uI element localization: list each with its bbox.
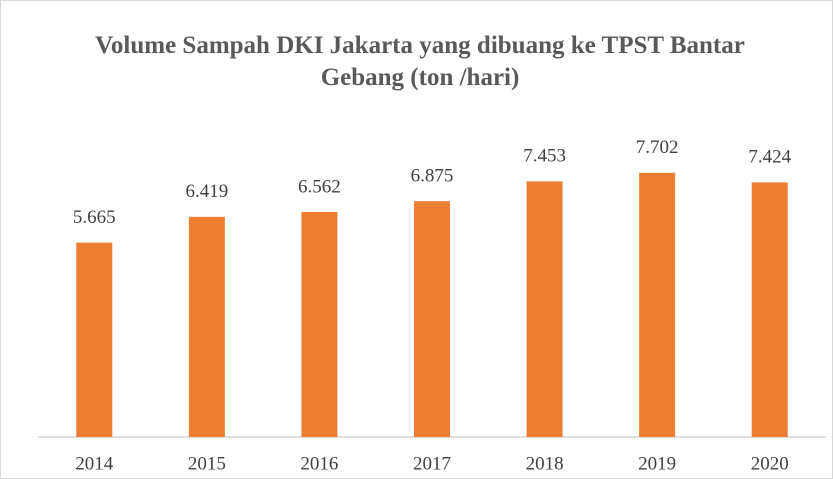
- x-tick-label: 2019: [638, 453, 676, 474]
- bar: [301, 211, 338, 437]
- bar: [751, 182, 788, 437]
- data-label: 6.419: [185, 181, 228, 202]
- bar: [76, 242, 113, 437]
- data-label: 7.424: [748, 147, 791, 168]
- data-label: 6.875: [411, 166, 454, 187]
- data-label: 5.665: [73, 207, 116, 228]
- bar: [526, 181, 563, 437]
- x-tick-label: 2014: [75, 453, 114, 474]
- x-tick-label: 2018: [526, 453, 564, 474]
- data-label: 7.453: [523, 146, 566, 167]
- x-tick-label: 2015: [188, 453, 226, 474]
- bar: [639, 172, 676, 437]
- data-label: 6.562: [298, 176, 341, 197]
- x-tick-label: 2017: [413, 453, 451, 474]
- bar: [188, 216, 225, 437]
- bar: [414, 201, 450, 437]
- x-tick-label: 2020: [751, 453, 789, 474]
- chart-title: Volume Sampah DKI Jakarta yang dibuang k…: [95, 32, 745, 91]
- x-tick-label: 2016: [300, 453, 338, 474]
- data-label: 7.702: [636, 137, 679, 158]
